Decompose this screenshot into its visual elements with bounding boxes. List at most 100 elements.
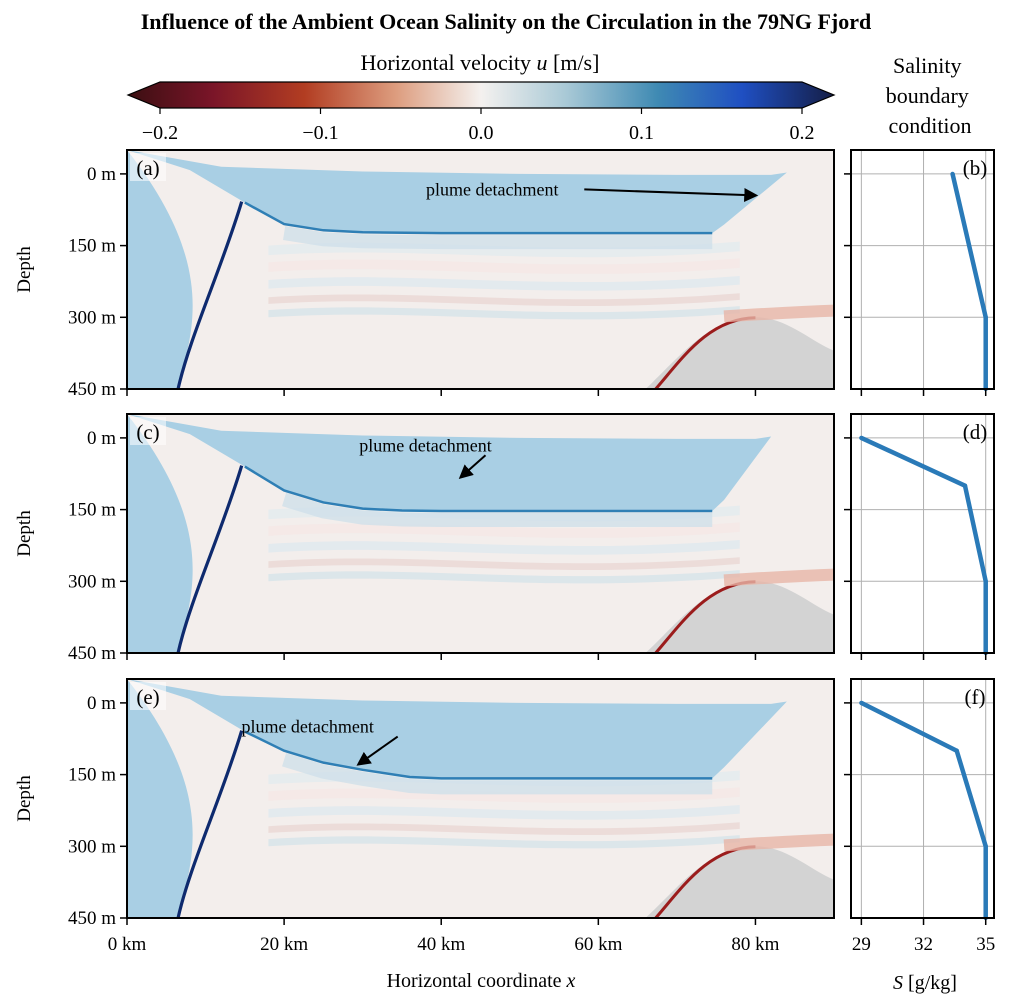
ice-shelf	[127, 414, 772, 653]
y-tick-label: 0 m	[87, 428, 116, 449]
y-tick-label: 300 m	[68, 836, 116, 857]
salinity-point	[962, 483, 968, 488]
flow-band	[268, 835, 740, 849]
colorbar-gradient	[126, 81, 836, 109]
panel-label: (e)	[136, 685, 159, 709]
flow-band	[268, 258, 740, 274]
flow-band	[268, 306, 740, 320]
x-tick-label: 32	[914, 934, 933, 955]
x-tick-label: 40 km	[417, 934, 465, 955]
panel-label: (f)	[965, 685, 986, 709]
panel-frame	[126, 678, 835, 919]
panel-label: (b)	[963, 156, 988, 180]
salinity-panel-b: (b)	[844, 149, 995, 396]
panel-frame	[850, 413, 995, 654]
panel-label: (d)	[963, 420, 988, 444]
y-axis-label: Depth	[14, 246, 35, 293]
salinity-point	[950, 171, 955, 177]
panel-label: (a)	[136, 156, 159, 180]
plume-detachment-arrow	[458, 454, 487, 479]
outflow-layer	[283, 226, 713, 250]
panel-label-box	[130, 417, 166, 445]
colorbar-ticks: −0.2 −0.1 0.0 0.1 0.2	[142, 108, 815, 144]
salinity-point	[859, 700, 864, 706]
y-tick-label: 0 m	[87, 693, 116, 714]
plume-detachment-label: plume detachment	[241, 717, 373, 737]
salinity-point	[954, 748, 959, 753]
salinity-header: Salinity boundary condition	[886, 53, 975, 138]
colorbar-tick-label: 0.0	[469, 122, 494, 144]
colorbar-label: Horizontal velocity u [m/s]	[361, 50, 600, 75]
salinity-point	[983, 579, 988, 584]
outflow-layer	[282, 492, 713, 528]
velocity-panel-e: plume detachment (e) 0 m 150 m 300 m 450 m Dep…	[14, 678, 835, 955]
colorbar-tick-label: −0.1	[302, 122, 338, 144]
plume-detachment-label: plume detachment	[359, 435, 491, 455]
plume-detachment-label: plume detachment	[426, 179, 558, 199]
panel-frame	[126, 149, 835, 390]
colorbar-tick-label: 0.1	[629, 122, 654, 144]
flow-band	[268, 522, 740, 538]
sill-inflow-layer	[723, 833, 834, 852]
flow-band	[268, 276, 740, 291]
colorbar-tick-label: −0.2	[142, 122, 178, 144]
ice-base-plume	[244, 201, 713, 235]
velocity-field	[127, 414, 834, 653]
panel-frame	[850, 149, 995, 390]
y-tick-label: 150 m	[68, 236, 116, 257]
ice-base-plume	[244, 730, 713, 780]
panels: plume detachment (a) 0 m 150 m 300 m 450 m Dep…	[14, 149, 995, 955]
panel-frame	[126, 413, 835, 654]
bedrock-sill	[645, 581, 834, 653]
sill-inflow-layer	[723, 304, 834, 323]
x-tick-label: 80 km	[731, 934, 779, 955]
velocity-field	[127, 150, 834, 389]
bedrock-sill	[645, 846, 834, 918]
salinity-panel-f: (f) 29 32 35	[844, 678, 995, 955]
panel-frame	[850, 678, 995, 919]
velocity-panel-c: plume detachment (c) 0 m 150 m 300 m 450 m Dep…	[14, 413, 835, 664]
salinity-panel-d: (d)	[844, 413, 995, 660]
x-tick-label: 35	[976, 934, 995, 955]
sill-inflow-layer	[723, 568, 834, 587]
flow-band	[268, 540, 740, 555]
salinity-point	[859, 435, 864, 441]
grounding-plume	[176, 730, 244, 918]
flow-band	[268, 805, 740, 820]
ice-shelf	[127, 150, 787, 389]
salinity-profile-line	[950, 173, 988, 389]
salinity-point	[983, 844, 988, 849]
flow-band	[268, 822, 740, 835]
velocity-field	[127, 679, 834, 918]
flow-band	[268, 570, 740, 584]
flow-band	[268, 293, 740, 306]
y-tick-label: 0 m	[87, 164, 116, 185]
salinity-profile-line	[860, 435, 988, 653]
x-tick-label: 60 km	[574, 934, 622, 955]
y-axis-label: Depth	[14, 775, 35, 822]
ice-shelf	[127, 679, 787, 918]
panel-label: (c)	[136, 420, 159, 444]
salinity-profile-line	[860, 700, 988, 918]
outflow-layer	[282, 753, 713, 795]
y-tick-label: 450 m	[68, 379, 116, 400]
x-tick-label: 29	[852, 934, 871, 955]
plume-detachment-arrow	[356, 735, 399, 766]
flow-band	[268, 787, 740, 803]
y-tick-label: 450 m	[68, 908, 116, 929]
y-tick-label: 300 m	[68, 571, 116, 592]
colorbar-tick-label: 0.2	[790, 122, 815, 144]
panel-label-box	[130, 153, 166, 181]
salinity-axis-label: S [g/kg]	[893, 972, 957, 994]
salinity-point	[983, 315, 988, 320]
panel-label-box	[130, 682, 166, 710]
bedrock-sill	[645, 317, 834, 389]
plume-detachment-arrow	[584, 188, 759, 203]
y-tick-label: 150 m	[68, 765, 116, 786]
flow-band	[268, 557, 740, 570]
y-tick-label: 300 m	[68, 307, 116, 328]
y-tick-label: 450 m	[68, 643, 116, 664]
grounding-plume	[176, 465, 244, 653]
y-axis-label: Depth	[14, 510, 35, 557]
